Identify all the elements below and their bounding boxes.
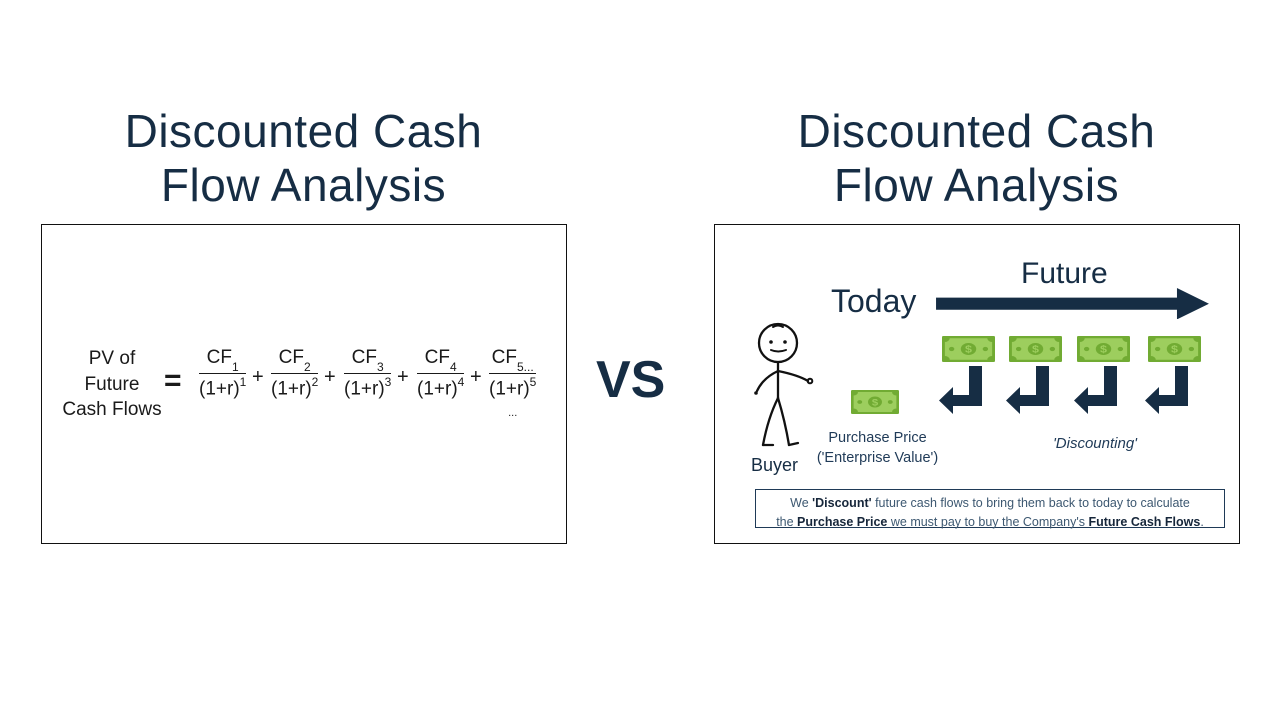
svg-text:$: $ [1032,345,1040,355]
svg-text:$: $ [872,398,879,408]
svg-text:$: $ [1171,345,1179,355]
svg-text:$: $ [1100,345,1108,355]
svg-text:$: $ [965,345,973,355]
